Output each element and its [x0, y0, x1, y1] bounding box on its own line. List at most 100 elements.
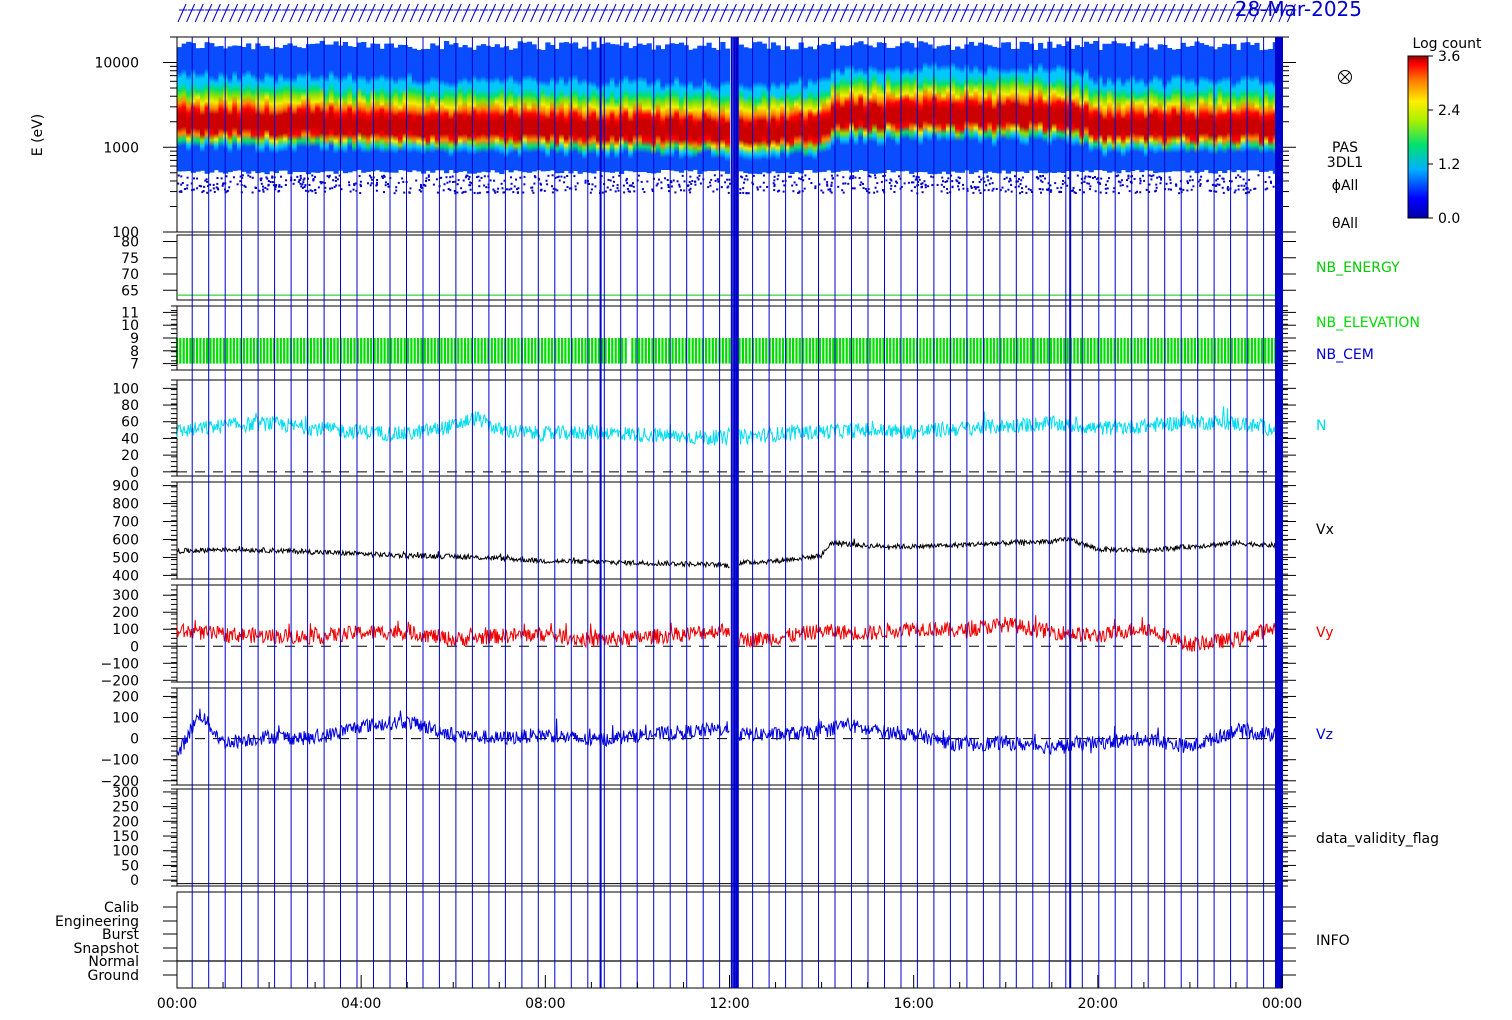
spectrogram-speckle: [183, 188, 186, 190]
spectrogram-speckle: [773, 175, 776, 178]
spectrogram-speckle: [271, 176, 274, 179]
spectrogram-speckle: [196, 187, 199, 190]
spectrogram-speckle: [885, 179, 888, 182]
spectrogram-speckle: [842, 176, 845, 179]
spectrogram-speckle: [304, 189, 307, 192]
spectrogram-column: [669, 43, 675, 171]
spectrogram-speckle: [798, 190, 801, 193]
spectrogram-speckle: [519, 176, 522, 179]
vx-tick-label: 500: [112, 550, 139, 566]
spectrogram-speckle: [265, 176, 268, 179]
spectrogram-speckle: [656, 182, 659, 185]
spectrogram-speckle: [1089, 175, 1092, 178]
spectrogram-column: [789, 49, 795, 174]
spectrogram-speckle: [387, 185, 390, 188]
spectrogram-speckle: [513, 185, 516, 188]
spectrogram-speckle: [1222, 177, 1225, 180]
spectrogram-column: [1217, 47, 1223, 171]
spectrogram-column: [264, 45, 270, 175]
spectrogram-speckle: [229, 180, 232, 183]
spectrogram-column: [1033, 49, 1039, 171]
spectrogram-speckle: [924, 184, 927, 187]
spectrogram-speckle: [1178, 192, 1181, 195]
top-marker: [289, 3, 299, 23]
spectrogram-speckle: [1021, 191, 1024, 193]
spectrogram-speckle: [1264, 188, 1267, 191]
spectrogram-speckle: [1010, 190, 1013, 193]
spectrogram-speckle: [200, 185, 203, 188]
spectrogram-column: [982, 44, 988, 174]
spectrogram-speckle: [564, 189, 567, 192]
spectrogram-speckle: [395, 189, 398, 192]
spectrogram-speckle: [454, 180, 457, 183]
spectrogram-column: [1051, 47, 1057, 173]
spectrogram-speckle: [336, 178, 339, 181]
spectrogram-column: [462, 45, 468, 172]
spectrogram-speckle: [1004, 190, 1007, 193]
spectrogram-column: [614, 44, 620, 172]
spectrogram-column: [227, 46, 233, 173]
spectrogram-speckle: [428, 179, 431, 181]
spectrogram-speckle: [798, 191, 801, 194]
spectrogram-speckle: [239, 180, 242, 183]
spectrogram-speckle: [381, 175, 383, 178]
spectrogram-speckle: [903, 182, 906, 185]
spectrogram-speckle: [501, 187, 504, 190]
spectrogram-speckle: [641, 188, 644, 191]
top-marker: [530, 3, 540, 23]
spectrogram-speckle: [222, 183, 225, 186]
spectrogram-speckle: [614, 190, 617, 193]
top-marker: [719, 3, 729, 23]
spectrogram-speckle: [676, 180, 679, 183]
spectrogram-speckle: [443, 183, 446, 186]
top-marker: [1183, 3, 1194, 23]
spectrogram-speckle: [874, 186, 877, 189]
spectrogram-speckle: [957, 176, 960, 179]
top-marker: [512, 3, 523, 23]
spectrogram-speckle: [1009, 177, 1012, 180]
spectrogram-speckle: [1099, 191, 1102, 194]
spectrogram-speckle: [274, 185, 277, 188]
spectrogram-speckle: [1199, 184, 1202, 187]
spectrogram-speckle: [503, 191, 506, 194]
spectrogram-speckle: [773, 189, 776, 192]
spectrogram-speckle: [335, 184, 338, 187]
spectrogram-speckle: [860, 181, 863, 184]
spectrogram-speckle: [1099, 182, 1102, 185]
top-marker: [788, 3, 798, 23]
spectrogram-column: [1263, 49, 1269, 172]
spectrogram-speckle: [772, 182, 775, 185]
spectrogram-speckle: [198, 184, 201, 187]
spectrogram-column: [1120, 43, 1127, 171]
spectrogram-column: [757, 41, 763, 175]
spectrogram-column: [448, 44, 454, 171]
top-marker: [762, 3, 772, 23]
spectrogram-speckle: [206, 180, 209, 183]
spectrogram-column: [922, 42, 929, 173]
spectrogram-column: [605, 42, 611, 173]
spectrogram-speckle: [893, 191, 896, 193]
spectrogram-column: [522, 42, 528, 173]
spectrogram-speckle: [830, 174, 833, 177]
spectrogram-speckle: [1014, 175, 1016, 178]
spectrogram-speckle: [516, 188, 518, 191]
spectrogram-speckle: [247, 174, 250, 177]
spectrogram-speckle: [1086, 182, 1089, 185]
top-marker: [478, 3, 488, 23]
spectrogram-column: [1236, 49, 1242, 171]
spectrogram-speckle: [726, 178, 729, 181]
info-category-label: Ground: [88, 968, 140, 984]
spectrogram-speckle: [262, 188, 265, 191]
spectrogram-column: [1038, 42, 1044, 174]
spectrogram-speckle: [258, 189, 261, 192]
colorbar-title: Log count: [1413, 36, 1482, 52]
spectrogram-speckle: [267, 183, 270, 186]
top-marker: [254, 3, 265, 23]
spectrogram-speckle: [1206, 179, 1209, 182]
top-marker: [1175, 3, 1185, 23]
spectrogram-speckle: [853, 187, 856, 190]
vx-label: Vx: [1316, 522, 1334, 538]
spectrogram-speckle: [1150, 175, 1153, 178]
spectrogram-column: [457, 47, 464, 172]
spectrogram-speckle: [460, 187, 463, 190]
